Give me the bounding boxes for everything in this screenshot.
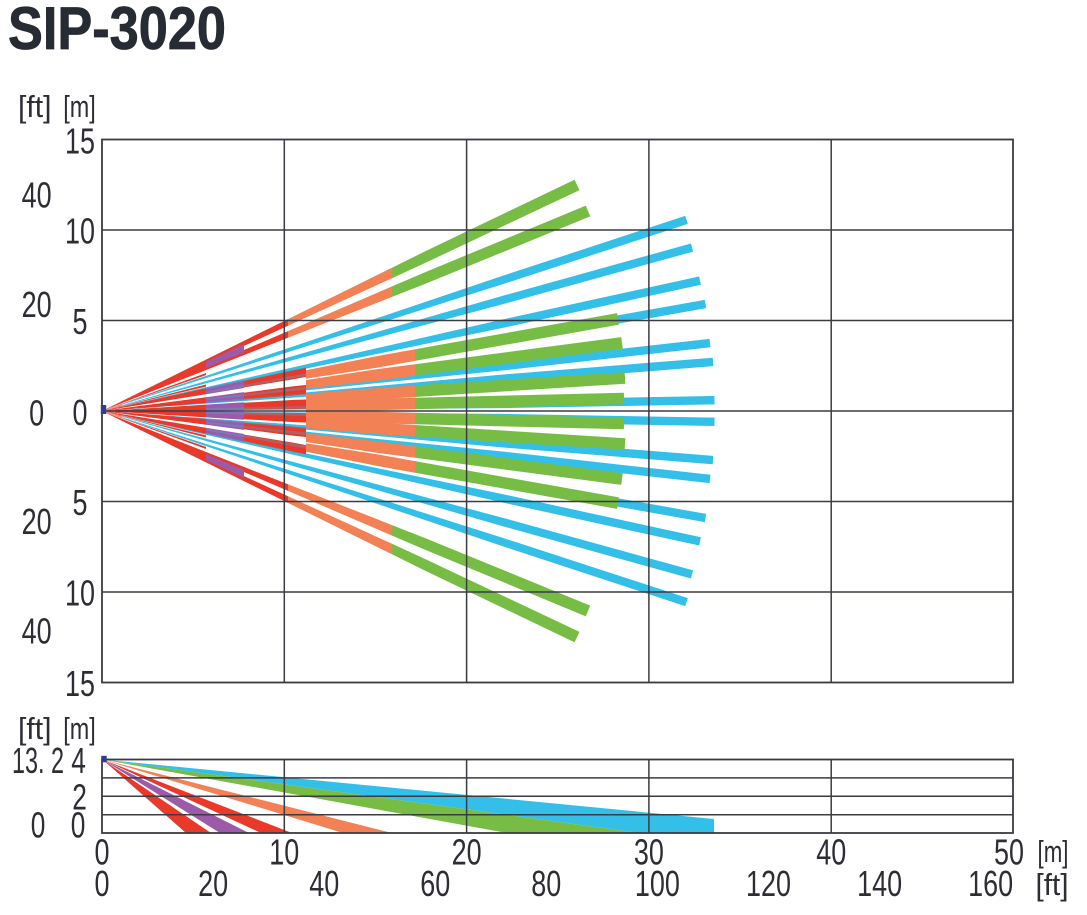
svg-text:[m]: [m]: [63, 711, 96, 746]
svg-text:30: 30: [634, 832, 664, 873]
svg-text:20: 20: [452, 832, 482, 873]
svg-text:0: 0: [71, 805, 86, 846]
svg-text:20: 20: [22, 284, 52, 325]
svg-text:[ft]: [ft]: [18, 89, 52, 124]
svg-text:13. 2: 13. 2: [12, 740, 64, 781]
svg-text:SIP-3020: SIP-3020: [8, 0, 226, 62]
svg-text:10: 10: [269, 832, 299, 873]
svg-text:[m]: [m]: [1038, 834, 1069, 869]
svg-text:4: 4: [71, 740, 86, 781]
svg-text:40: 40: [22, 175, 52, 216]
svg-text:5: 5: [73, 301, 88, 342]
svg-text:140: 140: [857, 863, 902, 904]
svg-text:100: 100: [635, 863, 680, 904]
svg-text:[ft]: [ft]: [18, 711, 52, 746]
svg-text:10: 10: [65, 211, 95, 252]
svg-text:[ft]: [ft]: [1036, 867, 1069, 902]
svg-text:[m]: [m]: [63, 89, 96, 124]
svg-text:40: 40: [309, 863, 339, 904]
svg-text:15: 15: [65, 121, 95, 162]
svg-text:50: 50: [994, 832, 1024, 873]
svg-text:0: 0: [95, 863, 110, 904]
svg-text:0: 0: [73, 392, 88, 433]
svg-text:120: 120: [746, 863, 791, 904]
svg-text:0: 0: [31, 805, 46, 846]
svg-text:40: 40: [22, 611, 52, 652]
svg-text:60: 60: [420, 863, 450, 904]
svg-text:20: 20: [198, 863, 228, 904]
svg-text:40: 40: [816, 832, 846, 873]
svg-text:2: 2: [72, 777, 87, 818]
svg-text:15: 15: [65, 663, 95, 704]
svg-text:0: 0: [29, 392, 44, 433]
svg-text:20: 20: [22, 501, 52, 542]
svg-text:80: 80: [531, 863, 561, 904]
svg-text:5: 5: [73, 482, 88, 523]
svg-text:0: 0: [95, 832, 110, 873]
svg-text:10: 10: [65, 573, 95, 614]
svg-text:160: 160: [968, 863, 1013, 904]
